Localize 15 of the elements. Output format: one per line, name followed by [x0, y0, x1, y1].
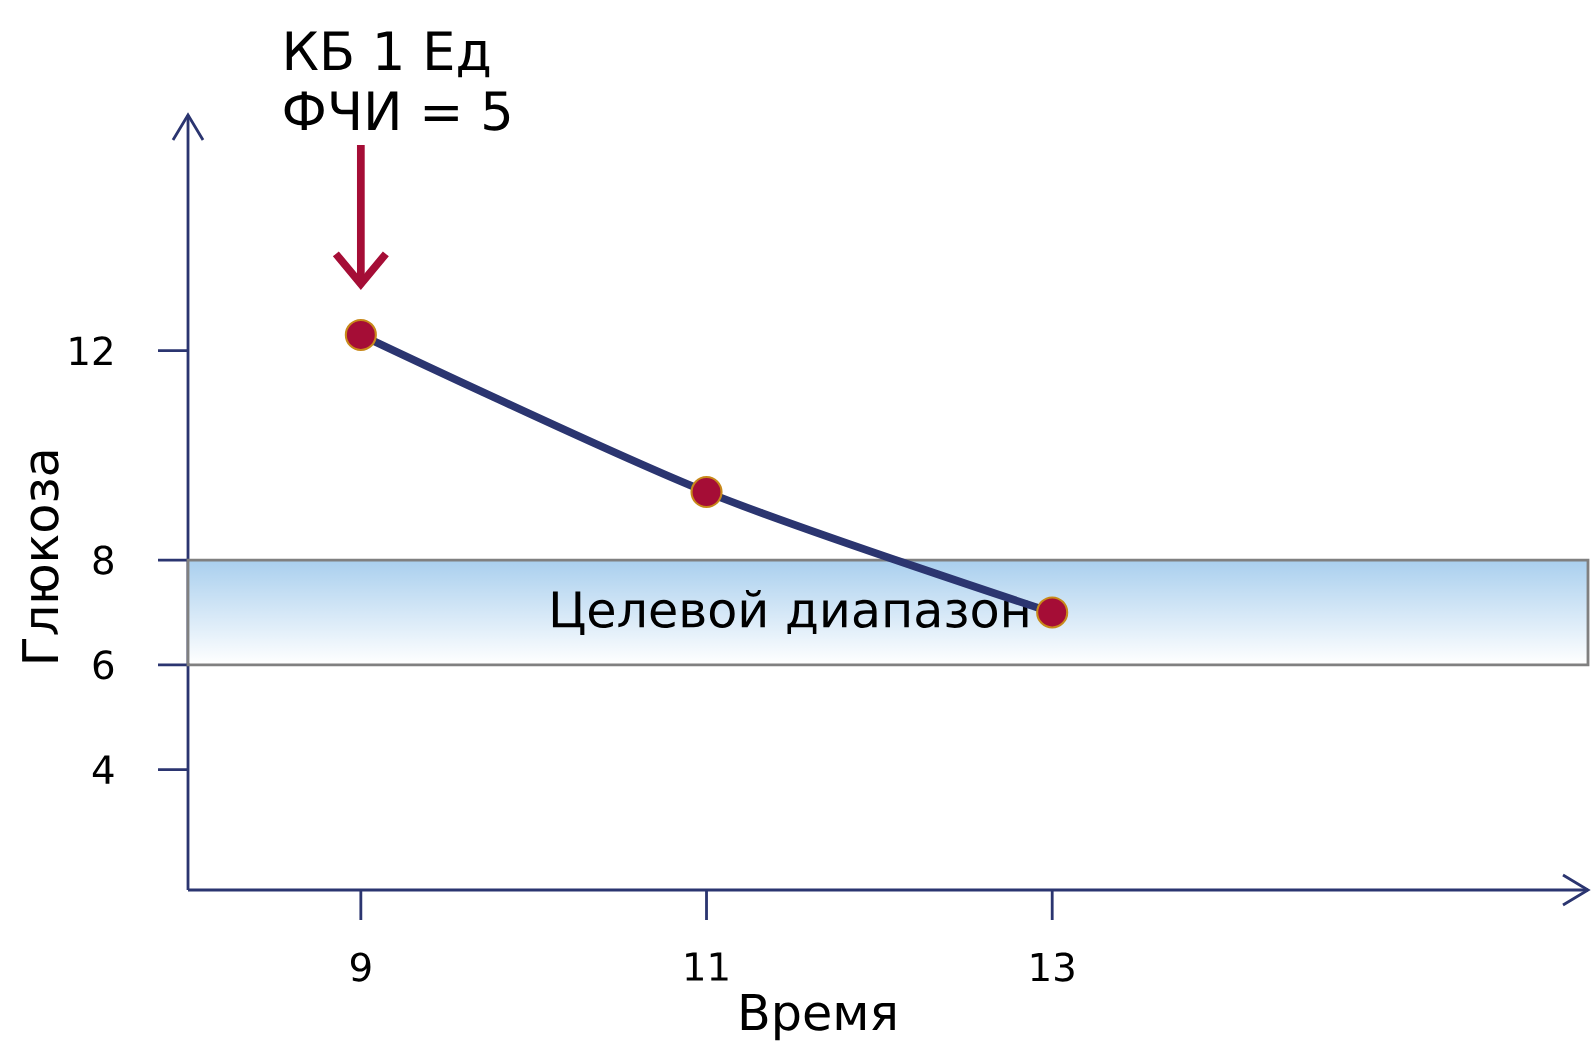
x-tick-label: 13	[1031, 952, 1074, 982]
y-tick-label: 8	[93, 545, 113, 575]
point	[1036, 596, 1069, 629]
x-axis-title: Время	[741, 994, 895, 1041]
point	[690, 475, 723, 509]
y-axis-title: Глюкоза	[22, 451, 59, 662]
x-tick-label: 11	[686, 952, 728, 981]
x-tick-label: 9	[350, 952, 371, 982]
point	[344, 318, 377, 351]
y-tick-label: 4	[92, 755, 114, 784]
y-tick-label: 6	[93, 650, 114, 680]
text: КБ 1 Ед	[286, 31, 490, 78]
annotation: ФЧИ = 5	[284, 91, 510, 131]
band-label: Целевой диапазон	[552, 589, 1028, 636]
y-tick-label: 12	[70, 336, 112, 365]
